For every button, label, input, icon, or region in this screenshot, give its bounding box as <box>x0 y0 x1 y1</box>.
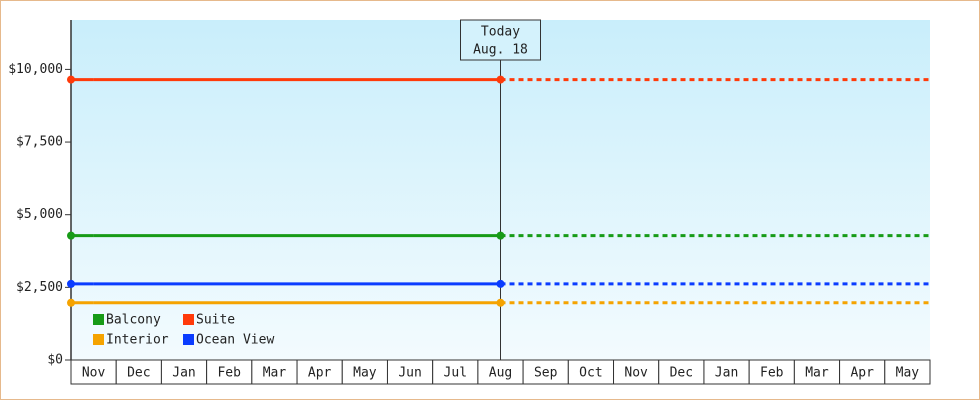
today-dot <box>496 279 505 288</box>
x-tick-box <box>206 359 253 385</box>
x-tick-box <box>658 359 705 385</box>
x-tick-label: Jun <box>398 366 421 381</box>
legend-label: Balcony <box>106 313 161 328</box>
today-date: Aug. 18 <box>473 43 528 58</box>
legend-swatch <box>93 314 104 325</box>
y-tick-label: $7,500 <box>16 135 63 150</box>
start-dot <box>67 298 75 307</box>
x-tick-box <box>793 359 841 385</box>
today-box <box>460 19 541 61</box>
x-tick-box <box>748 359 795 385</box>
y-tick-label: $0 <box>47 353 63 368</box>
legend-swatch <box>183 314 194 325</box>
start-dot <box>67 75 75 84</box>
x-tick-label: Aug <box>489 366 512 381</box>
x-tick-box <box>70 359 117 385</box>
x-tick-label: Sep <box>534 366 558 381</box>
x-tick-box <box>703 359 750 385</box>
x-tick-box <box>567 359 615 385</box>
start-dot <box>67 279 75 288</box>
legend-label: Ocean View <box>196 333 274 348</box>
x-tick-label: Feb <box>217 366 241 381</box>
x-tick-box <box>115 359 162 385</box>
x-tick-label: Mar <box>263 366 287 381</box>
today-label: Today <box>481 25 520 40</box>
x-tick-label: Dec <box>670 366 693 381</box>
y-tick-label: $10,000 <box>8 62 63 77</box>
x-tick-label: May <box>896 366 920 381</box>
x-tick-label: Jan <box>715 366 738 381</box>
today-dot <box>496 75 505 84</box>
legend-swatch <box>93 334 104 345</box>
x-tick-label: Jan <box>172 366 195 381</box>
x-tick-label: Jul <box>444 366 467 381</box>
legend-swatch <box>183 334 194 345</box>
legend-label: Suite <box>196 313 235 328</box>
x-tick-label: Nov <box>82 366 106 381</box>
y-tick-label: $2,500 <box>16 280 63 295</box>
legend-label: Interior <box>106 333 169 348</box>
x-tick-label: Mar <box>805 366 829 381</box>
x-tick-box <box>160 359 208 385</box>
x-tick-label: Nov <box>624 366 648 381</box>
x-tick-box <box>884 359 931 385</box>
x-tick-label: Dec <box>127 366 150 381</box>
x-tick-box <box>251 359 298 385</box>
x-tick-box <box>432 359 479 385</box>
x-tick-label: Apr <box>308 366 332 381</box>
today-dot <box>496 231 505 240</box>
x-tick-box <box>296 359 343 385</box>
start-dot <box>67 231 75 240</box>
x-tick-label: May <box>353 366 377 381</box>
today-dot <box>496 298 505 307</box>
x-tick-box <box>386 359 434 385</box>
x-tick-label: Oct <box>579 366 602 381</box>
x-tick-label: Feb <box>760 366 784 381</box>
y-tick-label: $5,000 <box>16 207 63 222</box>
x-tick-label: Apr <box>850 366 874 381</box>
